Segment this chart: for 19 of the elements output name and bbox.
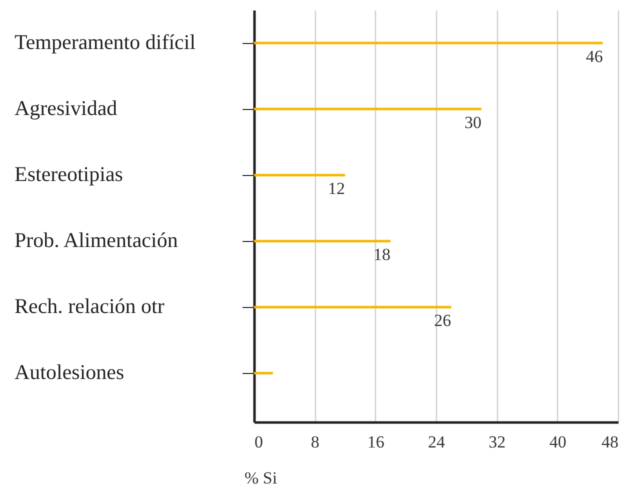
data-label: 18 bbox=[374, 245, 390, 264]
y-tick-label: Prob. Alimentación bbox=[14, 228, 178, 252]
x-tick-label: 8 bbox=[310, 432, 320, 452]
x-tick-label: 16 bbox=[367, 432, 384, 452]
x-tick-label: 32 bbox=[488, 432, 506, 452]
x-tick-label: 48 bbox=[602, 432, 618, 452]
data-label: 30 bbox=[464, 113, 482, 132]
y-tick-label: Rech. relación otr bbox=[14, 294, 164, 318]
x-tick-label: 24 bbox=[428, 432, 446, 452]
y-tick-label: Estereotipias bbox=[14, 162, 123, 186]
x-tick-label: 40 bbox=[549, 432, 566, 452]
data-label: 46 bbox=[586, 47, 603, 66]
data-label: 26 bbox=[434, 311, 452, 330]
x-tick-label: 0 bbox=[254, 432, 263, 452]
y-tick-label: Agresividad bbox=[14, 96, 118, 120]
x-axis-title: % Si bbox=[244, 468, 278, 488]
y-tick-label: Temperamento difícil bbox=[14, 30, 196, 54]
y-tick-label: Autolesiones bbox=[14, 360, 124, 384]
data-label: 12 bbox=[328, 179, 345, 198]
